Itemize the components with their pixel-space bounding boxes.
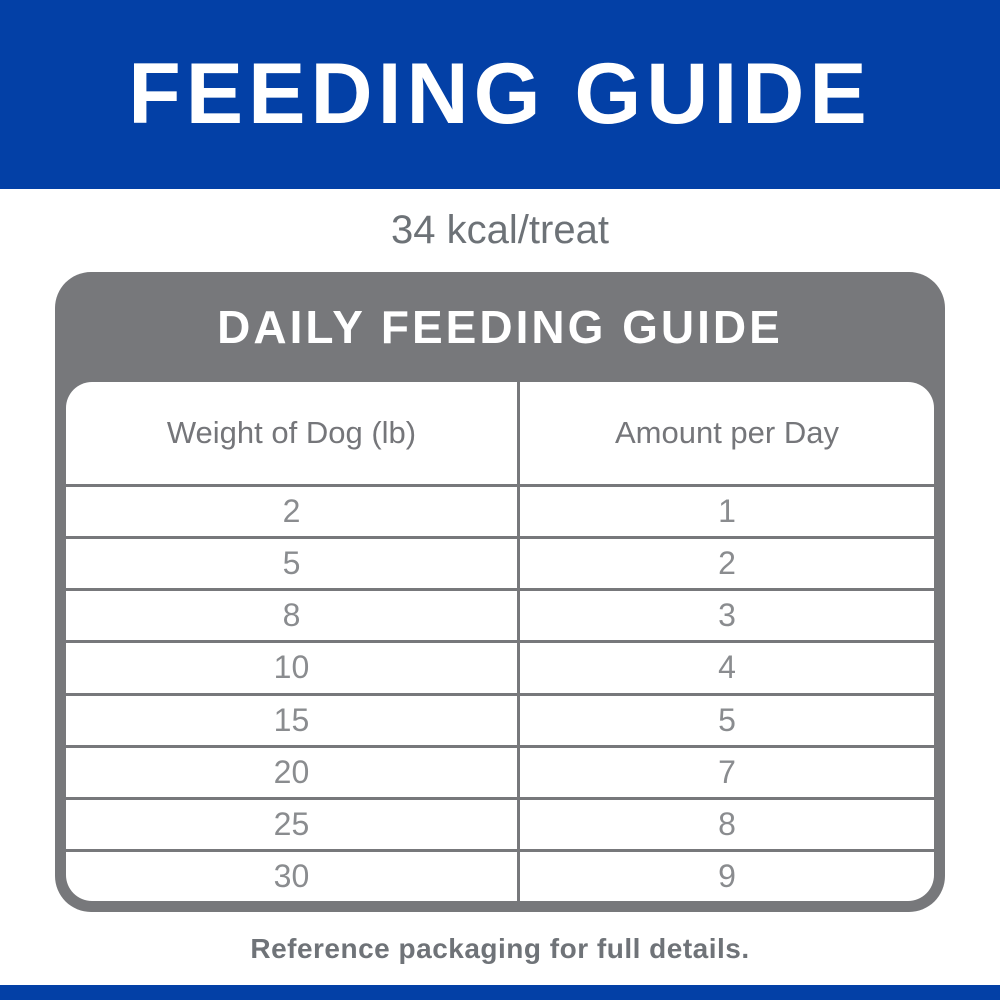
weight-cell: 5: [66, 539, 520, 589]
column-header-amount: Amount per Day: [614, 415, 839, 450]
table-row: 10 4: [66, 640, 934, 693]
weight-cell: 25: [66, 799, 520, 849]
amount-cell: 1: [718, 493, 736, 530]
top-banner: FEEDING GUIDE: [0, 0, 1000, 189]
daily-feeding-guide-card: DAILY FEEDING GUIDE Weight of Dog (lb) A…: [55, 272, 945, 912]
table-row: 5 2: [66, 536, 934, 589]
weight-cell: 8: [66, 591, 520, 641]
weight-cell: 2: [66, 487, 520, 537]
footer-note: Reference packaging for full details.: [250, 932, 750, 964]
bottom-banner: [0, 985, 1000, 1000]
table-row: 2 1: [66, 484, 934, 537]
table-row: 8 3: [66, 588, 934, 641]
amount-cell: 2: [718, 545, 736, 582]
weight-cell: 20: [66, 747, 520, 797]
page-title: FEEDING GUIDE: [128, 46, 872, 142]
weight-cell: 15: [66, 695, 520, 745]
table-row: 30 9: [66, 848, 934, 901]
table-row: 25 8: [66, 796, 934, 849]
table-header-row: Weight of Dog (lb) Amount per Day: [66, 382, 934, 484]
weight-cell: 30: [66, 851, 520, 901]
amount-cell: 3: [718, 597, 736, 634]
calorie-note: 34 kcal/treat: [391, 208, 609, 252]
amount-cell: 5: [718, 701, 736, 738]
amount-cell: 9: [718, 857, 736, 894]
column-header-weight: Weight of Dog (lb): [66, 382, 520, 484]
feeding-table: Weight of Dog (lb) Amount per Day 2 1 5 …: [66, 382, 934, 901]
table-row: 20 7: [66, 744, 934, 797]
amount-cell: 4: [718, 649, 736, 686]
table-row: 15 5: [66, 692, 934, 745]
amount-cell: 7: [718, 753, 736, 790]
card-title: DAILY FEEDING GUIDE: [217, 301, 783, 353]
weight-cell: 10: [66, 643, 520, 693]
amount-cell: 8: [718, 805, 736, 842]
